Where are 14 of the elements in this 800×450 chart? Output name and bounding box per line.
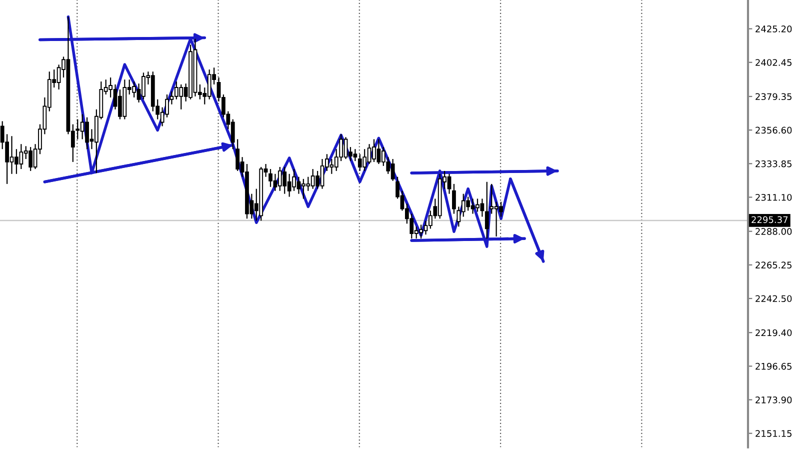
y-tick-label: 2196.65 (756, 362, 792, 370)
y-tick-label: 2356.60 (756, 126, 792, 134)
y-tick-label: 2242.50 (756, 295, 792, 302)
y-tick-label: 2402.45 (756, 59, 792, 66)
y-tick-label: 2379.35 (756, 93, 792, 100)
y-tick-label: 2265.25 (756, 262, 792, 268)
y-tick-label: 2219.40 (756, 329, 792, 336)
y-tick-label: 2425.20 (756, 26, 792, 32)
ref-line-label: 2295.37 (752, 216, 788, 224)
y-tick-label: 2333.85 (756, 160, 792, 168)
y-tick-label: 2173.90 (756, 396, 792, 404)
y-tick-label: 2288.00 (756, 228, 792, 235)
y-tick-label: 2311.10 (756, 194, 792, 201)
y-tick-label: 2151.15 (756, 430, 792, 437)
